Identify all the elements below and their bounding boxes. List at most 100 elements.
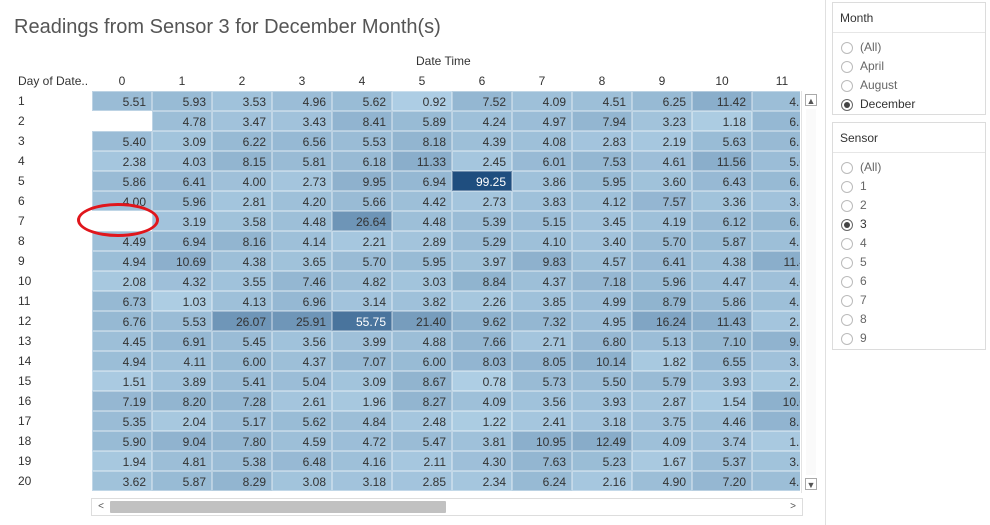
heatmap-cell[interactable]: 5.90 <box>92 431 152 451</box>
heatmap-cell[interactable]: 3.18 <box>332 471 392 491</box>
heatmap-cell[interactable]: 8.67 <box>392 371 452 391</box>
heatmap-cell[interactable]: 4.30 <box>452 451 512 471</box>
row-header[interactable]: Day of Date.. <box>18 74 89 88</box>
heatmap-cell[interactable]: 8.27 <box>392 391 452 411</box>
scroll-right-icon[interactable]: > <box>790 501 796 512</box>
heatmap-cell[interactable]: 3.14 <box>332 291 392 311</box>
heatmap-cell[interactable]: 7.07 <box>332 351 392 371</box>
heatmap-cell[interactable]: 6.56 <box>272 131 332 151</box>
heatmap-cell[interactable]: 3.47 <box>212 111 272 131</box>
heatmap-cell[interactable]: 26.64 <box>332 211 392 231</box>
heatmap-cell[interactable]: 9.0 <box>752 331 800 351</box>
heatmap-cell[interactable]: 8.84 <box>452 271 512 291</box>
heatmap-cell[interactable]: 2.71 <box>512 331 572 351</box>
heatmap-cell[interactable]: 2.87 <box>632 391 692 411</box>
sensor-option[interactable]: 8 <box>833 310 985 329</box>
heatmap-cell[interactable]: 4.42 <box>392 191 452 211</box>
heatmap-cell[interactable]: 8.18 <box>392 131 452 151</box>
heatmap-cell[interactable]: 8.03 <box>452 351 512 371</box>
heatmap-cell[interactable]: 6.48 <box>272 451 332 471</box>
heatmap-cell[interactable]: 11.56 <box>692 151 752 171</box>
heatmap-cell[interactable]: 7.63 <box>512 451 572 471</box>
heatmap-cell[interactable]: 5.51 <box>92 91 152 111</box>
heatmap-cell[interactable]: 2.83 <box>572 131 632 151</box>
heatmap-cell[interactable]: 6.00 <box>392 351 452 371</box>
radio-icon[interactable] <box>841 162 853 174</box>
heatmap-cell[interactable]: 2.89 <box>392 231 452 251</box>
heatmap-cell[interactable]: 7.20 <box>692 471 752 491</box>
radio-icon[interactable] <box>841 276 853 288</box>
radio-icon[interactable] <box>841 238 853 250</box>
heatmap-cell[interactable]: 4.16 <box>332 451 392 471</box>
heatmap-cell[interactable]: 26.07 <box>212 311 272 331</box>
heatmap-cell[interactable]: 7.46 <box>272 271 332 291</box>
heatmap-cell[interactable]: 0.92 <box>392 91 452 111</box>
heatmap-cell[interactable]: 4.99 <box>572 291 632 311</box>
heatmap-cell[interactable]: 3.89 <box>152 371 212 391</box>
heatmap-cell[interactable]: 5.70 <box>632 231 692 251</box>
heatmap-cell[interactable]: 3.74 <box>692 431 752 451</box>
heatmap-cell[interactable]: 3.18 <box>572 411 632 431</box>
heatmap-cell[interactable]: 2.61 <box>272 391 332 411</box>
heatmap-cell[interactable]: 4.37 <box>512 271 572 291</box>
heatmap-cell[interactable]: 6.3 <box>752 171 800 191</box>
sensor-option[interactable]: 7 <box>833 291 985 310</box>
radio-icon[interactable] <box>841 314 853 326</box>
heatmap-cell[interactable]: 7.94 <box>572 111 632 131</box>
heatmap-cell[interactable]: 1.18 <box>692 111 752 131</box>
heatmap-cell[interactable]: 5.39 <box>452 211 512 231</box>
heatmap-cell[interactable]: 6.55 <box>692 351 752 371</box>
heatmap-cell[interactable]: 4.09 <box>452 391 512 411</box>
heatmap-cell[interactable]: 4.0 <box>752 271 800 291</box>
heatmap-cell[interactable]: 5.95 <box>572 171 632 191</box>
heatmap-cell[interactable]: 5.89 <box>392 111 452 131</box>
heatmap-cell[interactable]: 3.53 <box>212 91 272 111</box>
heatmap-cell[interactable]: 5.47 <box>392 431 452 451</box>
heatmap-cell[interactable]: 4.24 <box>452 111 512 131</box>
heatmap-cell[interactable]: 5.95 <box>392 251 452 271</box>
radio-icon[interactable] <box>841 99 853 111</box>
month-option[interactable]: August <box>833 76 985 95</box>
vertical-scrollbar[interactable]: ▲ ▼ <box>801 91 819 493</box>
horizontal-scrollbar[interactable]: < > <box>91 498 803 516</box>
heatmap-cell[interactable]: 6.00 <box>212 351 272 371</box>
sensor-option[interactable]: 5 <box>833 253 985 272</box>
heatmap-cell[interactable]: 3.40 <box>572 231 632 251</box>
heatmap-cell[interactable]: 11.4 <box>752 251 800 271</box>
heatmap-cell[interactable]: 4.03 <box>152 151 212 171</box>
heatmap-cell[interactable]: 4.90 <box>632 471 692 491</box>
heatmap-cell[interactable]: 5.62 <box>332 91 392 111</box>
heatmap-cell[interactable]: 4.48 <box>392 211 452 231</box>
heatmap-cell[interactable]: 3.45 <box>572 211 632 231</box>
heatmap-cell[interactable]: 4.37 <box>272 351 332 371</box>
heatmap-cell[interactable]: 5.35 <box>92 411 152 431</box>
heatmap-cell[interactable]: 2.48 <box>392 411 452 431</box>
heatmap-cell[interactable]: 2.26 <box>452 291 512 311</box>
heatmap-cell[interactable]: 2.73 <box>272 171 332 191</box>
heatmap-cell[interactable]: 8.20 <box>152 391 212 411</box>
heatmap-cell[interactable]: 4.39 <box>452 131 512 151</box>
heatmap-cell[interactable]: 6.73 <box>92 291 152 311</box>
heatmap-cell[interactable]: 99.25 <box>452 171 512 191</box>
heatmap-cell[interactable]: 3.03 <box>392 271 452 291</box>
scroll-down-icon[interactable]: ▼ <box>805 478 817 490</box>
sensor-option[interactable]: 6 <box>833 272 985 291</box>
heatmap-cell[interactable]: 3.19 <box>152 211 212 231</box>
heatmap-cell[interactable]: 3.56 <box>272 331 332 351</box>
heatmap-cell[interactable]: 6.91 <box>152 331 212 351</box>
sensor-option[interactable]: 2 <box>833 196 985 215</box>
heatmap-cell[interactable]: 4.59 <box>272 431 332 451</box>
heatmap-cell[interactable]: 4.72 <box>332 431 392 451</box>
heatmap-cell[interactable]: 3.09 <box>152 131 212 151</box>
heatmap-cell[interactable]: 5.53 <box>152 311 212 331</box>
heatmap-cell[interactable]: 3.09 <box>332 371 392 391</box>
heatmap-cell[interactable]: 3.58 <box>212 211 272 231</box>
heatmap-cell[interactable]: 6.25 <box>632 91 692 111</box>
heatmap-cell[interactable]: 3.65 <box>272 251 332 271</box>
heatmap-cell[interactable]: 7.52 <box>452 91 512 111</box>
heatmap-cell[interactable]: 1.22 <box>452 411 512 431</box>
heatmap-cell[interactable]: 4.46 <box>692 411 752 431</box>
heatmap-cell[interactable]: 7.80 <box>212 431 272 451</box>
radio-icon[interactable] <box>841 219 853 231</box>
heatmap-cell[interactable]: 1.94 <box>92 451 152 471</box>
